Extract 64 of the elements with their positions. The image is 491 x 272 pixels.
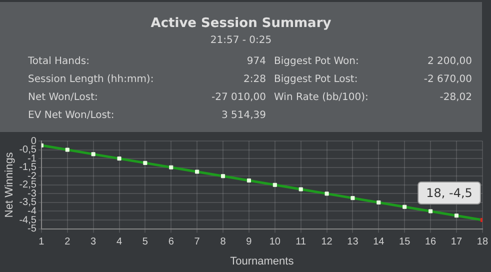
point bbox=[428, 209, 433, 214]
point bbox=[143, 160, 148, 165]
x-tick-label: 11 bbox=[296, 236, 306, 248]
point bbox=[298, 187, 303, 192]
y-axis-title: Net Winnings bbox=[4, 152, 16, 218]
point bbox=[221, 174, 226, 178]
x-tick-label: 7 bbox=[194, 236, 200, 248]
text: Biggest Pot Lost: bbox=[274, 73, 359, 87]
text: Total Hands: bbox=[28, 55, 90, 69]
x-tick-label: 8 bbox=[220, 236, 226, 248]
x-tick-label: 4 bbox=[116, 236, 122, 248]
point bbox=[376, 200, 381, 204]
y-tick-label: -1 bbox=[28, 153, 37, 164]
x-tick-label: 9 bbox=[246, 236, 252, 248]
text: 2:28 bbox=[242, 73, 267, 87]
point bbox=[246, 178, 251, 183]
point bbox=[65, 148, 70, 152]
point bbox=[91, 152, 96, 156]
x-tick-label: 5 bbox=[142, 236, 148, 248]
point bbox=[402, 204, 407, 209]
x-tick-label: 1 bbox=[38, 236, 45, 248]
x-tick-label: 17 bbox=[450, 236, 462, 248]
x-tick-label: 10 bbox=[269, 236, 281, 248]
text: 21:57 - 0:25 bbox=[209, 35, 273, 46]
text: Net Won/Lost: bbox=[28, 91, 99, 105]
x-tick-label: 12 bbox=[321, 236, 333, 248]
text: Biggest Pot Won: bbox=[274, 55, 360, 69]
text: -28,02 bbox=[438, 91, 472, 105]
y-tick-label: -3,5 bbox=[19, 197, 37, 208]
point bbox=[195, 170, 200, 174]
y-tick-label: 0 bbox=[30, 136, 37, 147]
y-tick-label: -5 bbox=[28, 224, 37, 235]
y-tick-label: -4 bbox=[28, 206, 37, 217]
text: 974 bbox=[246, 55, 267, 69]
text: 2 200,00 bbox=[426, 55, 472, 69]
y-tick-label: -2,5 bbox=[19, 180, 37, 191]
point bbox=[117, 156, 122, 161]
point bbox=[169, 165, 174, 170]
x-tick-label: 18 bbox=[476, 236, 488, 248]
x-tick-label: 3 bbox=[90, 236, 97, 248]
text: 3 514,39 bbox=[220, 109, 267, 123]
y-tick-label: -0,5 bbox=[19, 144, 37, 156]
x-tick-label: 6 bbox=[168, 236, 174, 248]
x-tick-label: 15 bbox=[399, 236, 411, 248]
text: Win Rate (bb/100): bbox=[274, 91, 370, 105]
x-tick-label: 14 bbox=[373, 236, 385, 248]
x-tick-label: 16 bbox=[424, 236, 437, 248]
x-tick-label: 2 bbox=[64, 236, 71, 248]
text: EV Net Won/Lost: bbox=[28, 109, 116, 123]
y-tick-label: -1,5 bbox=[19, 162, 37, 174]
y-tick-label: -4,5 bbox=[19, 214, 37, 226]
text: Session Length (hh:mm): bbox=[28, 73, 155, 87]
y-tick-label: -2 bbox=[28, 170, 37, 182]
text: -27 010,00 bbox=[210, 91, 267, 105]
point bbox=[324, 192, 329, 196]
annotation: 18, -4,5 bbox=[426, 186, 472, 200]
x-tick-label: 13 bbox=[347, 236, 359, 248]
point bbox=[454, 214, 459, 218]
x-axis-title: Tournaments bbox=[230, 255, 294, 268]
text: Active Session Summary bbox=[150, 16, 332, 31]
point bbox=[350, 196, 355, 200]
point bbox=[272, 182, 277, 187]
text: -2 670,00 bbox=[422, 73, 472, 87]
y-tick-label: -3 bbox=[28, 188, 37, 200]
